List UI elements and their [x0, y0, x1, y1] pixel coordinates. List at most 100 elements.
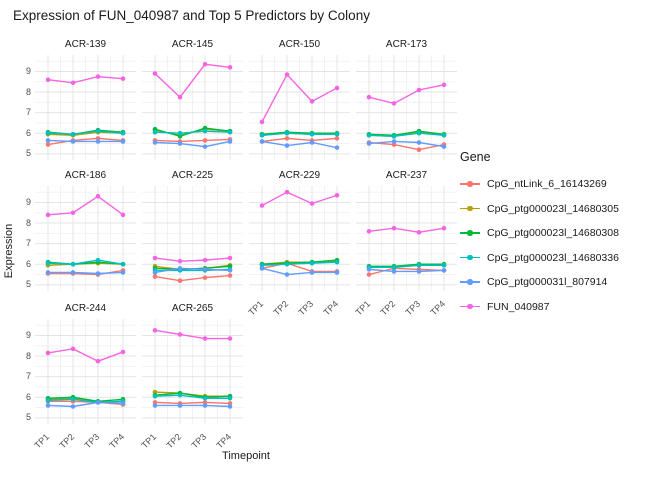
data-point — [334, 131, 340, 137]
x-tick-label: TP3 — [403, 298, 423, 318]
y-tick-label: 5 — [25, 412, 31, 423]
data-point — [202, 61, 208, 67]
data-point — [95, 257, 101, 263]
data-point — [202, 403, 208, 408]
x-tick-label: TP1 — [246, 298, 266, 318]
data-point — [391, 139, 397, 144]
data-point — [416, 140, 422, 145]
series-line-CpG_ptg000031l_807914 — [368, 268, 445, 273]
series-line-CpG_ptg000023l_14680336 — [154, 394, 231, 399]
legend-entry-CpG_ptg000023l_14680305: CpG_ptg000023l_14680305 — [460, 202, 670, 216]
data-point — [45, 350, 51, 356]
data-point — [334, 259, 340, 265]
data-point — [227, 129, 233, 135]
data-point — [152, 71, 158, 76]
facet-title: ACR-265 — [171, 303, 214, 314]
series-line-CpG_ptg000031l_807914 — [261, 140, 338, 149]
data-point — [120, 212, 126, 218]
data-point — [70, 210, 76, 216]
data-point — [70, 139, 76, 144]
series-line-CpG_ntLink_6_16143269 — [154, 138, 231, 143]
y-tick-label: 6 — [25, 127, 31, 138]
data-point — [391, 265, 397, 270]
data-point — [95, 358, 101, 364]
x-axis-title: Timepoint — [222, 450, 270, 462]
series-line-FUN_040987 — [368, 227, 445, 234]
data-point — [45, 260, 51, 266]
plot-title: Expression of FUN_040987 and Top 5 Predi… — [13, 8, 370, 23]
facet-panel — [35, 55, 136, 160]
data-point — [391, 269, 397, 274]
data-point — [70, 404, 76, 409]
series-line-CpG_ptg000023l_14680308 — [47, 396, 124, 403]
legend-label: CpG_ntLink_6_16143269 — [487, 178, 607, 190]
data-point — [45, 398, 51, 403]
data-point — [95, 139, 101, 144]
data-point — [227, 336, 233, 341]
facet-panel — [249, 55, 350, 160]
series-line-CpG_ptg000023l_14680308 — [261, 259, 338, 265]
series-line-CpG_ntLink_6_16143269 — [154, 401, 231, 405]
facet-title: ACR-225 — [171, 170, 214, 181]
x-tick-label: TP2 — [378, 298, 398, 318]
data-point — [70, 396, 76, 402]
data-point — [152, 255, 158, 261]
series-line-CpG_ntLink_6_16143269 — [47, 137, 124, 146]
data-point — [309, 201, 315, 206]
series-line-CpG_ntLink_6_16143269 — [261, 137, 338, 143]
legend-entry-CpG_ntLink_6_16143269: CpG_ntLink_6_16143269 — [460, 177, 670, 191]
data-point — [120, 130, 126, 136]
data-point — [45, 77, 51, 83]
facet-ACR-244: ACR-244 5 6 7 8 9 TP1 TP2 TP3 TP4 — [26, 303, 136, 450]
facet-ACR-265: ACR-265 TP1 TP2 TP3 TP4 — [139, 303, 243, 450]
y-tick-label: 9 — [25, 329, 31, 340]
facet-title: ACR-244 — [64, 303, 107, 314]
data-point — [202, 257, 208, 263]
data-point — [416, 147, 422, 153]
data-point — [202, 336, 208, 341]
legend-entry-list: CpG_ntLink_6_16143269 CpG_ptg000023l_1468… — [460, 177, 670, 314]
series-line-CpG_ptg000023l_14680336 — [368, 264, 445, 269]
facet-panel — [249, 186, 350, 291]
data-point — [259, 266, 265, 271]
data-point — [152, 129, 158, 135]
facet-title: ACR-229 — [278, 170, 321, 181]
data-point — [259, 203, 265, 208]
data-point — [441, 82, 447, 88]
series-line-CpG_ptg000031l_807914 — [261, 267, 338, 276]
data-point — [391, 134, 397, 139]
data-point — [202, 267, 208, 272]
facet-ACR-150: ACR-150 — [249, 39, 350, 160]
y-tick-label: 6 — [25, 258, 31, 269]
data-point — [227, 268, 233, 273]
legend-key-icon — [460, 202, 480, 216]
data-point — [366, 141, 372, 146]
data-point — [120, 76, 126, 81]
facet-ACR-186: ACR-186 5 6 7 8 9 — [26, 170, 136, 291]
data-point — [416, 230, 422, 235]
legend: Gene CpG_ntLink_6_16143269 CpG_ptg000023l… — [460, 150, 670, 324]
data-point — [95, 128, 101, 134]
y-tick-label: 7 — [25, 371, 31, 382]
legend-label: CpG_ptg000023l_14680305 — [487, 202, 619, 215]
data-point — [366, 94, 372, 100]
facet-title: ACR-145 — [171, 39, 214, 50]
x-tick-label: TP4 — [428, 298, 448, 318]
data-point — [416, 269, 422, 274]
data-point — [70, 131, 76, 137]
legend-label: CpG_ptg000023l_14680308 — [487, 227, 619, 239]
data-point — [334, 136, 340, 141]
data-point — [334, 192, 340, 198]
series-line-CpG_ptg000031l_807914 — [154, 267, 231, 274]
data-point — [227, 139, 233, 144]
x-tick-label: TP4 — [321, 298, 341, 318]
facet-title: ACR-139 — [64, 39, 107, 50]
data-point — [120, 139, 126, 144]
data-point — [202, 144, 208, 149]
facet-ACR-139: ACR-139 5 6 7 8 9 — [26, 39, 136, 160]
data-point — [391, 225, 397, 231]
data-point — [227, 65, 233, 70]
data-point — [152, 328, 158, 333]
data-point — [177, 141, 183, 146]
series-line-CpG_ptg000023l_14680308 — [154, 392, 231, 398]
